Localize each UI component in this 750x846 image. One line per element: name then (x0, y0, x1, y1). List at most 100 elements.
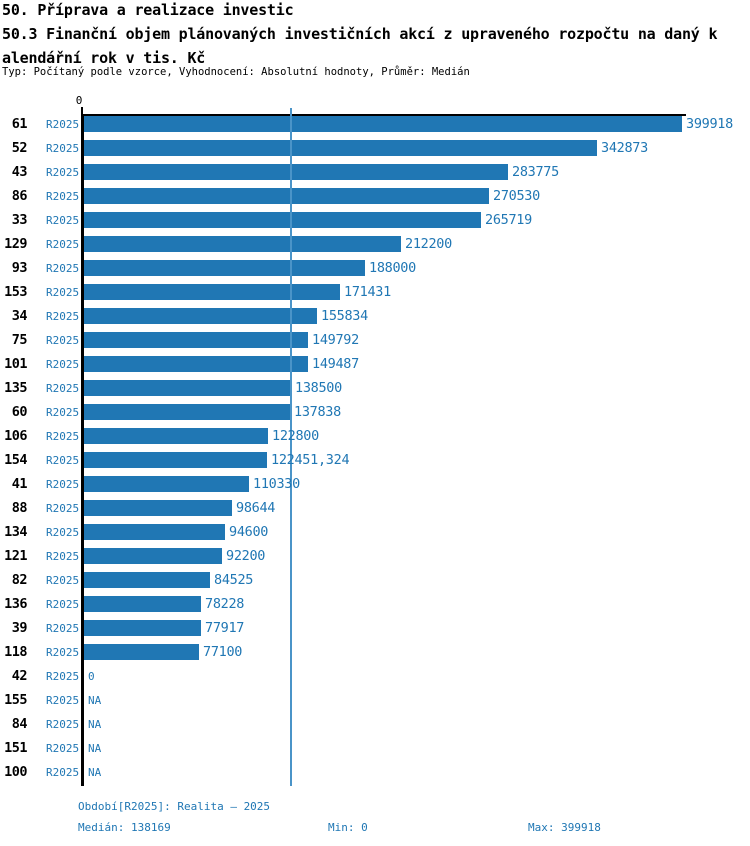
indicator-meta: Typ: Počítaný podle vzorce, Vyhodnocení:… (2, 66, 470, 78)
row-bar (84, 620, 201, 636)
row-id-label: 101 (4, 356, 27, 372)
row-bar (84, 380, 291, 396)
row-bar (84, 236, 401, 252)
row-series-label: R2025 (46, 574, 80, 587)
chart-row: 43 R2025 283775 (0, 164, 750, 180)
row-series-label: R2025 (46, 286, 80, 299)
row-series-label: R2025 (46, 166, 80, 179)
footer-min-stat: Min: 0 (328, 821, 368, 834)
row-bar (84, 404, 290, 420)
row-id-label: 121 (4, 548, 27, 564)
row-bar (84, 284, 340, 300)
row-series-label: R2025 (46, 214, 80, 227)
row-value-label: NA (88, 742, 102, 755)
row-series-label: R2025 (46, 238, 80, 251)
row-value-label: 188000 (369, 260, 416, 276)
row-series-label: R2025 (46, 382, 80, 395)
row-bar (84, 332, 308, 348)
row-series-label: R2025 (46, 622, 80, 635)
chart-row: 34 R2025 155834 (0, 308, 750, 324)
row-id-label: 61 (11, 116, 28, 132)
row-id-label: 60 (11, 404, 28, 420)
row-bar (84, 140, 597, 156)
chart-row: 52 R2025 342873 (0, 140, 750, 156)
row-value-label: 270530 (493, 188, 540, 204)
chart-row: 61 R2025 399918 (0, 116, 750, 132)
row-bar (84, 452, 267, 468)
row-value-label: 78228 (205, 596, 245, 612)
chart-row: 153 R2025 171431 (0, 284, 750, 300)
chart-row: 84 R2025 NA (0, 716, 750, 732)
footer-median-stat: Medián: 138169 (78, 821, 171, 834)
row-value-label: 265719 (485, 212, 532, 228)
chart-row: 60 R2025 137838 (0, 404, 750, 420)
row-series-label: R2025 (46, 262, 80, 275)
y-axis-line (81, 114, 84, 786)
row-value-label: 122800 (272, 428, 319, 444)
row-id-label: 155 (4, 692, 27, 708)
row-value-label: 137838 (294, 404, 341, 420)
row-id-label: 82 (11, 572, 28, 588)
row-value-label: 283775 (512, 164, 559, 180)
row-series-label: R2025 (46, 358, 80, 371)
chart-row: 135 R2025 138500 (0, 380, 750, 396)
row-series-label: R2025 (46, 598, 80, 611)
row-series-label: R2025 (46, 142, 80, 155)
chart-row: 136 R2025 78228 (0, 596, 750, 612)
row-bar (84, 260, 365, 276)
row-id-label: 39 (11, 620, 28, 636)
row-series-label: R2025 (46, 334, 80, 347)
chart-row: 106 R2025 122800 (0, 428, 750, 444)
chart-row: 33 R2025 265719 (0, 212, 750, 228)
row-series-label: R2025 (46, 478, 80, 491)
chart-row: 154 R2025 122451,324 (0, 452, 750, 468)
row-id-label: 52 (11, 140, 28, 156)
report-section-title: 50. Příprava a realizace investic (2, 1, 294, 19)
row-value-label: 92200 (226, 548, 266, 564)
chart-row: 121 R2025 92200 (0, 548, 750, 564)
row-value-label: 155834 (321, 308, 368, 324)
indicator-title-line-1: 50.3 Finanční objem plánovaných investič… (2, 25, 718, 43)
row-series-label: R2025 (46, 310, 80, 323)
row-value-label: 399918 (686, 116, 733, 132)
chart-row: 129 R2025 212200 (0, 236, 750, 252)
row-value-label: 171431 (344, 284, 391, 300)
row-bar (84, 500, 232, 516)
chart-row: 118 R2025 77100 (0, 644, 750, 660)
row-value-label: 110330 (253, 476, 300, 492)
row-bar (84, 188, 489, 204)
row-id-label: 86 (11, 188, 28, 204)
row-value-label: 94600 (229, 524, 269, 540)
row-series-label: R2025 (46, 118, 80, 131)
row-value-label: 149792 (312, 332, 359, 348)
row-bar (84, 308, 317, 324)
row-id-label: 134 (4, 524, 27, 540)
x-axis-zero-tick (81, 107, 83, 114)
chart-row: 41 R2025 110330 (0, 476, 750, 492)
row-id-label: 154 (4, 452, 27, 468)
row-bar (84, 524, 225, 540)
chart-row: 155 R2025 NA (0, 692, 750, 708)
row-id-label: 75 (11, 332, 28, 348)
row-id-label: 43 (11, 164, 28, 180)
chart-row: 39 R2025 77917 (0, 620, 750, 636)
row-id-label: 153 (4, 284, 27, 300)
row-id-label: 88 (11, 500, 28, 516)
row-value-label: 149487 (312, 356, 359, 372)
row-bar (84, 428, 268, 444)
footer-max-stat: Max: 399918 (528, 821, 601, 834)
row-bar (84, 116, 682, 132)
row-value-label: 98644 (236, 500, 276, 516)
row-value-label: 0 (88, 670, 95, 683)
row-bar (84, 596, 201, 612)
chart-row: 88 R2025 98644 (0, 500, 750, 516)
row-id-label: 151 (4, 740, 27, 756)
chart-row: 151 R2025 NA (0, 740, 750, 756)
row-series-label: R2025 (46, 430, 80, 443)
chart-row: 42 R2025 0 (0, 668, 750, 684)
row-id-label: 41 (11, 476, 28, 492)
chart-row: 86 R2025 270530 (0, 188, 750, 204)
row-series-label: R2025 (46, 190, 80, 203)
